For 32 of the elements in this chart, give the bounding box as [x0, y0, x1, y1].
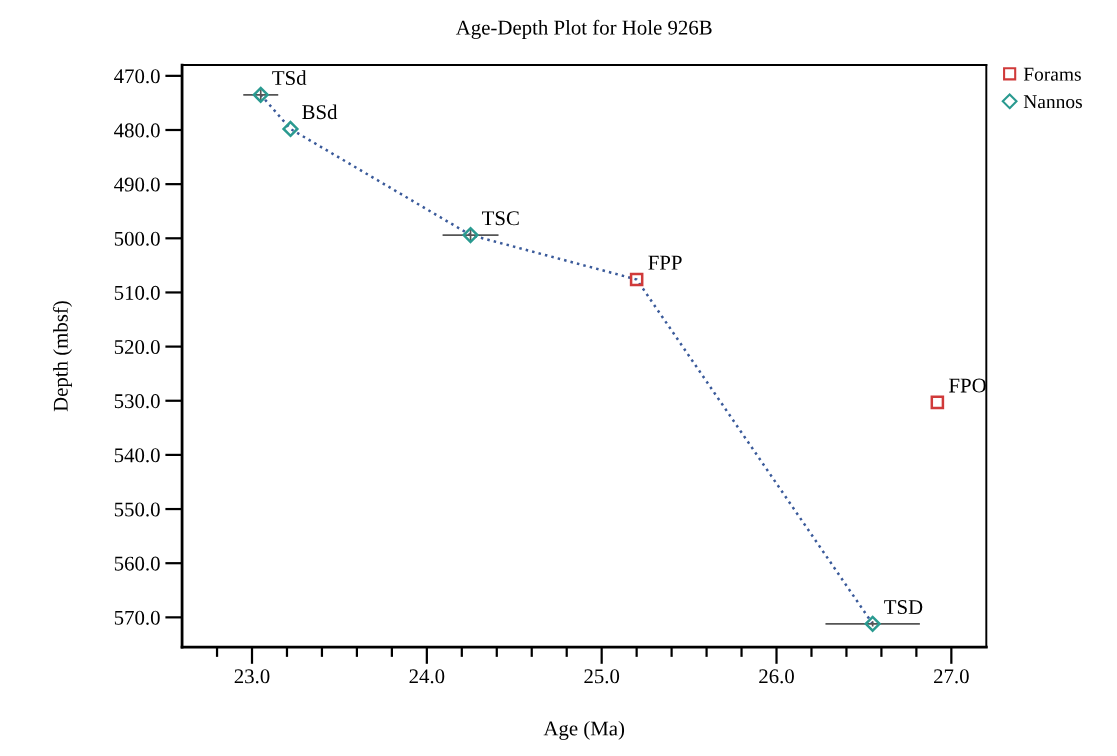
- x-tick-label: 27.0: [934, 669, 969, 684]
- y-tick-label: 550.0: [114, 502, 160, 517]
- chart-title: Age-Depth Plot for Hole 926B: [455, 19, 712, 39]
- y-tick-label: 530.0: [114, 394, 160, 409]
- x-axis-title: Age (Ma): [543, 720, 625, 740]
- y-tick-label: 500.0: [114, 231, 160, 246]
- annotation: TSC: [482, 211, 519, 226]
- y-tick-label: 540.0: [114, 448, 160, 463]
- point: [282, 120, 299, 138]
- x-tick-label: 24.0: [409, 669, 445, 684]
- annotation: FPP: [648, 255, 682, 270]
- x-tick-label: 26.0: [759, 669, 794, 684]
- y-tick-label: 510.0: [114, 285, 160, 300]
- annotation: TSd: [272, 70, 307, 86]
- annotation: BSd: [302, 104, 338, 120]
- point: [864, 615, 881, 632]
- y-tick-label: 520.0: [114, 339, 160, 355]
- y-tick-label: 490.0: [114, 177, 160, 192]
- point: [252, 86, 269, 103]
- y-tick-label: 470.0: [114, 69, 160, 84]
- point: [930, 395, 945, 410]
- x-tick-label: 23.0: [234, 669, 270, 684]
- annotation: TSD: [884, 600, 923, 615]
- y-tick-label: 570.0: [114, 610, 160, 625]
- y-tick-label: 480.0: [114, 123, 160, 138]
- point: [462, 226, 479, 244]
- point: [629, 272, 644, 287]
- legend-label: Nannos: [1023, 95, 1082, 109]
- legend-label: Forams: [1023, 67, 1081, 81]
- y-axis-title: Depth (mbsf): [52, 301, 72, 412]
- y-tick-label: 560.0: [114, 556, 160, 571]
- x-tick-label: 25.0: [584, 669, 620, 684]
